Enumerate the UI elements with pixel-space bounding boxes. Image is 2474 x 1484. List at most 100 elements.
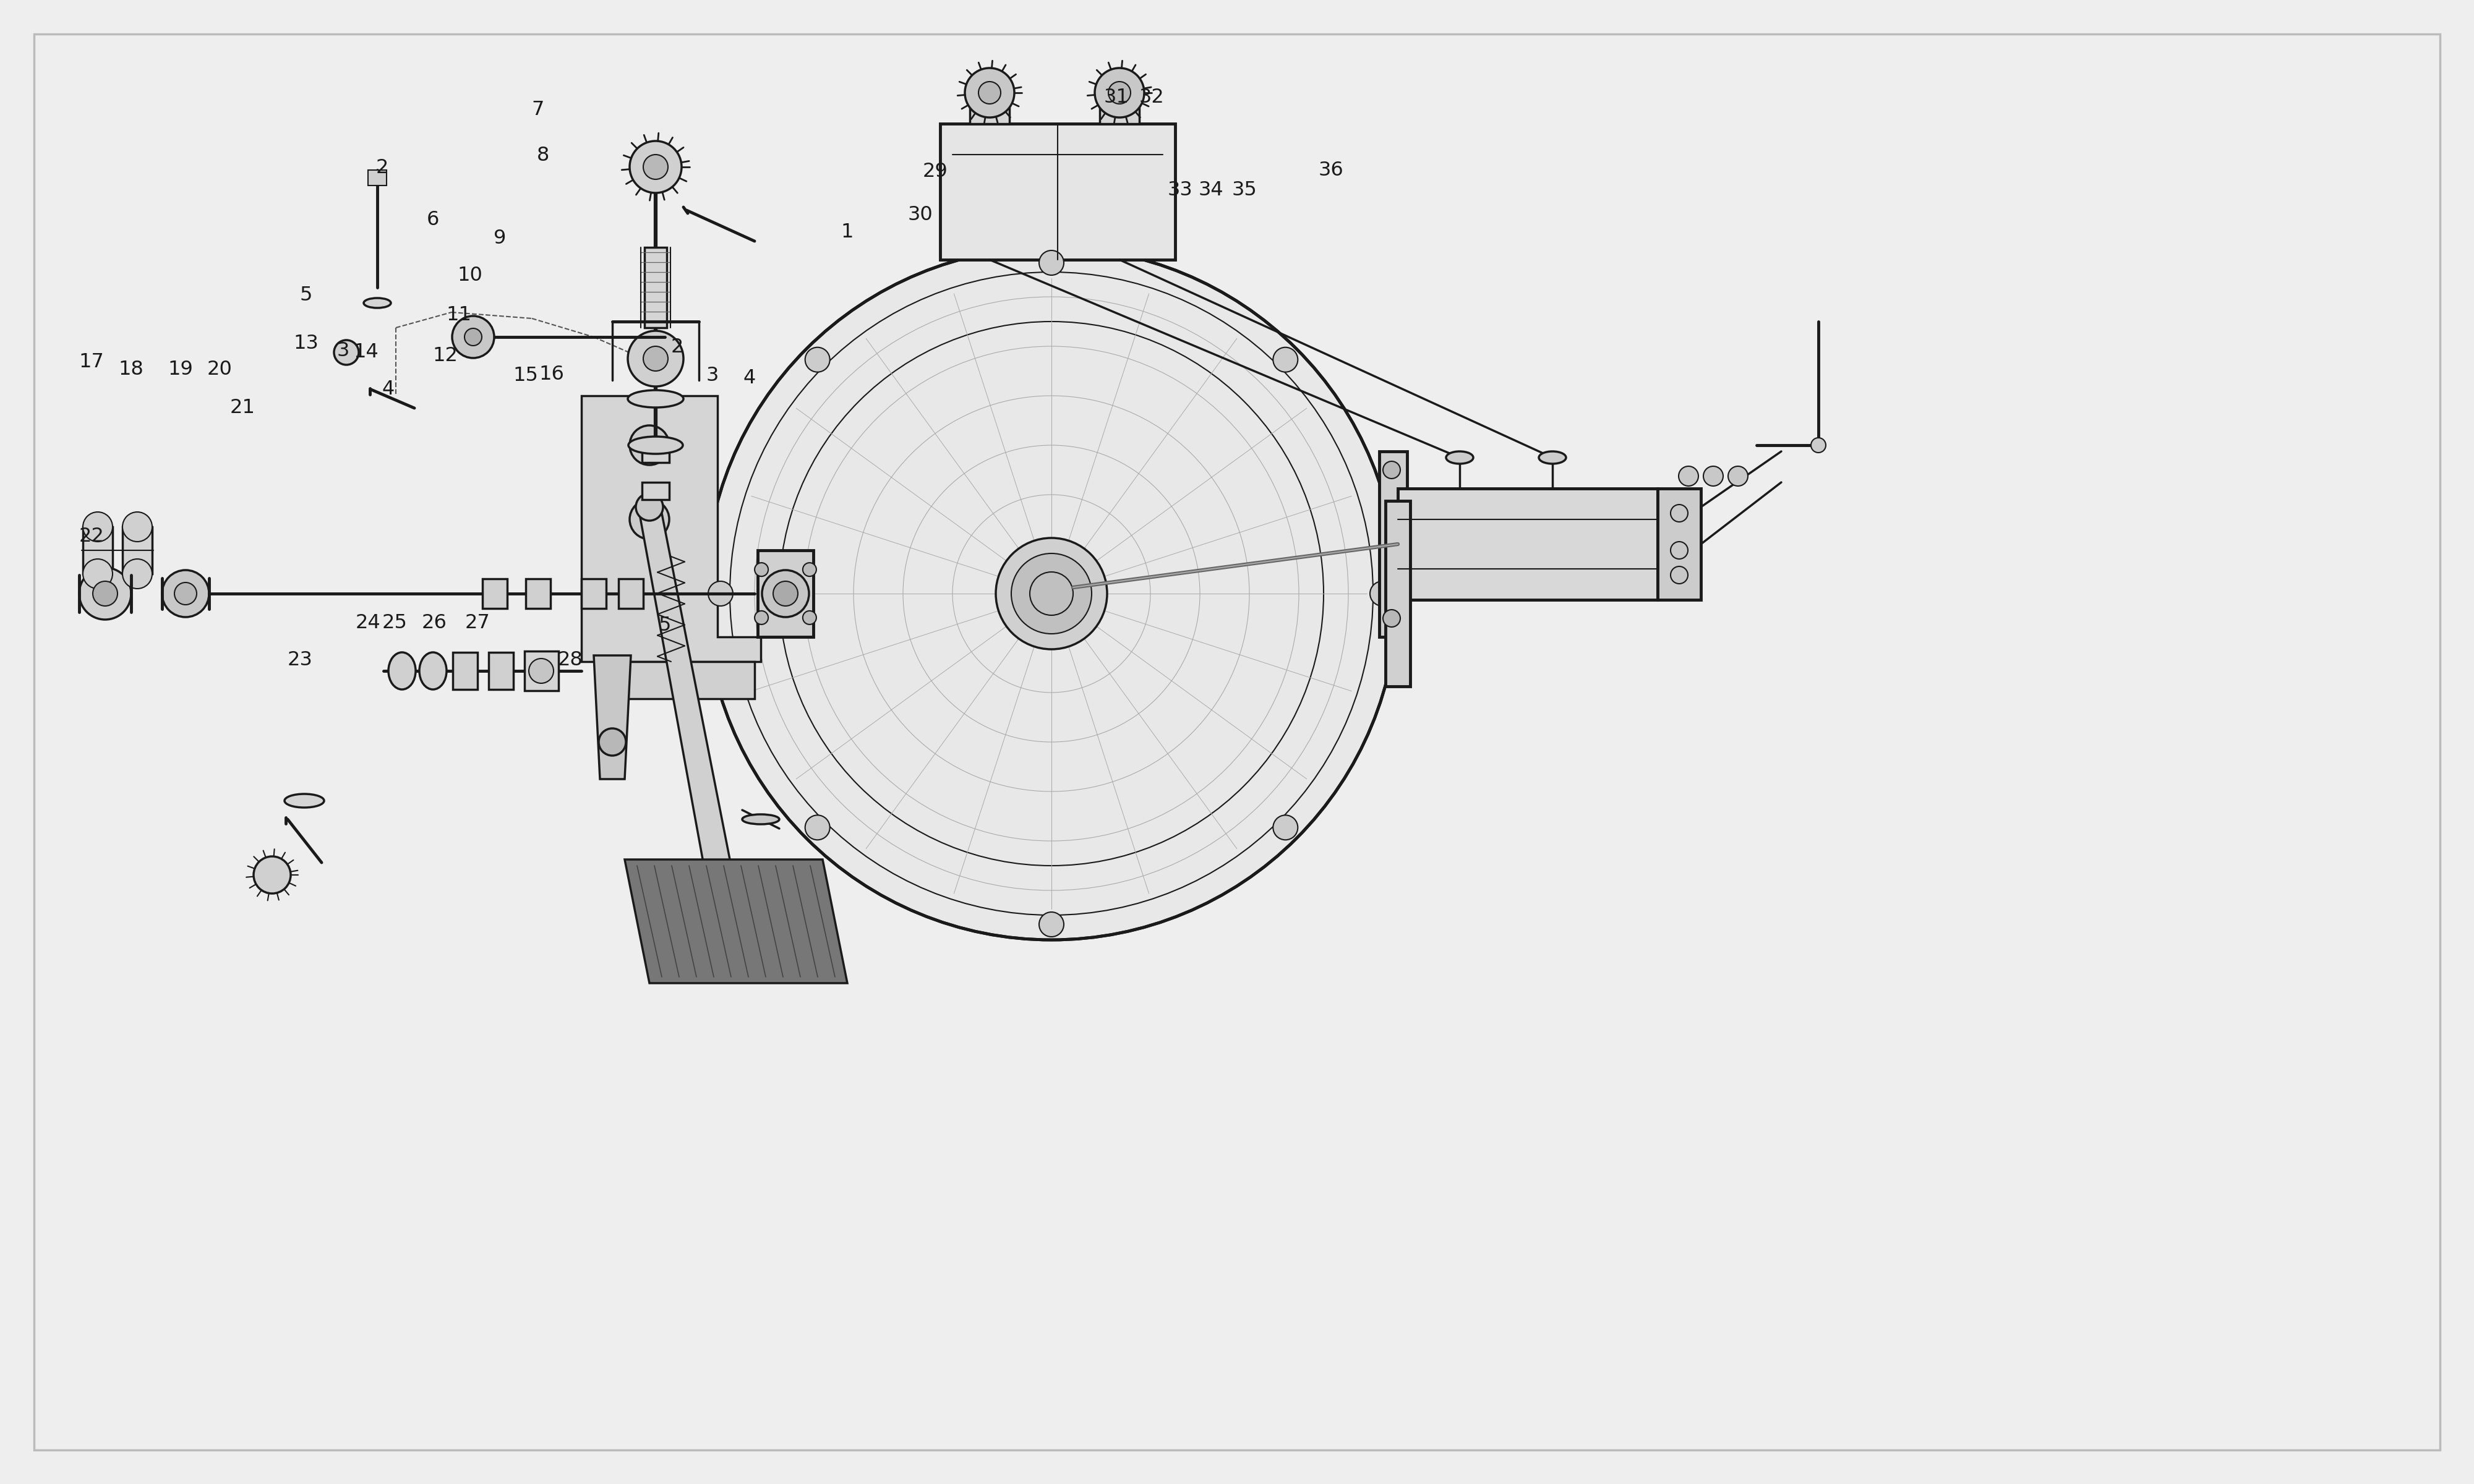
Text: 32: 32 — [1138, 88, 1165, 107]
Circle shape — [124, 559, 153, 589]
Circle shape — [1039, 913, 1064, 936]
Circle shape — [334, 340, 359, 365]
Circle shape — [643, 346, 668, 371]
Circle shape — [762, 570, 809, 617]
Circle shape — [1670, 542, 1687, 559]
Bar — [524, 579, 549, 608]
Circle shape — [995, 537, 1108, 650]
Circle shape — [1811, 438, 1826, 453]
Text: 35: 35 — [1232, 181, 1257, 200]
Circle shape — [453, 316, 495, 358]
Text: 3: 3 — [336, 341, 349, 361]
Text: 26: 26 — [421, 614, 448, 632]
Circle shape — [1670, 567, 1687, 583]
Bar — [643, 482, 668, 500]
Text: 18: 18 — [119, 361, 143, 380]
Circle shape — [124, 512, 153, 542]
Circle shape — [1727, 466, 1747, 485]
Text: 1: 1 — [841, 223, 854, 242]
Circle shape — [628, 426, 668, 464]
Circle shape — [705, 248, 1398, 939]
Text: 16: 16 — [539, 365, 564, 384]
Circle shape — [1702, 466, 1722, 485]
Circle shape — [804, 815, 829, 840]
Bar — [970, 102, 1009, 123]
Text: 5: 5 — [299, 286, 312, 306]
Text: 21: 21 — [230, 399, 255, 417]
Bar — [369, 171, 386, 186]
Text: 36: 36 — [1319, 160, 1343, 180]
Bar — [482, 579, 507, 608]
Polygon shape — [623, 859, 846, 982]
Circle shape — [802, 611, 816, 625]
Circle shape — [1383, 610, 1400, 626]
Bar — [124, 527, 153, 574]
Circle shape — [1670, 505, 1687, 522]
Circle shape — [802, 562, 816, 576]
Text: 2: 2 — [670, 338, 683, 358]
Text: 20: 20 — [208, 361, 233, 380]
Text: 12: 12 — [433, 346, 458, 365]
Circle shape — [965, 68, 1014, 117]
Text: 33: 33 — [1168, 181, 1192, 200]
Polygon shape — [594, 656, 631, 779]
Bar — [643, 248, 668, 328]
Text: 17: 17 — [79, 352, 104, 371]
Polygon shape — [581, 396, 762, 662]
Ellipse shape — [285, 794, 324, 807]
Bar — [453, 653, 477, 690]
Bar — [940, 123, 1175, 260]
Circle shape — [1383, 462, 1400, 478]
Bar — [618, 579, 643, 608]
Text: 22: 22 — [79, 527, 104, 546]
Text: 23: 23 — [287, 651, 312, 669]
Circle shape — [804, 347, 829, 372]
Text: 14: 14 — [354, 343, 379, 362]
Text: 8: 8 — [537, 147, 549, 165]
Circle shape — [1012, 554, 1091, 634]
Polygon shape — [599, 662, 755, 699]
Circle shape — [465, 328, 482, 346]
Text: 7: 7 — [532, 101, 544, 120]
Bar — [1398, 488, 1658, 600]
Text: 15: 15 — [512, 367, 539, 386]
Circle shape — [79, 567, 131, 620]
Text: 5: 5 — [658, 616, 670, 635]
Circle shape — [599, 729, 626, 755]
Circle shape — [628, 331, 683, 386]
Circle shape — [94, 582, 119, 605]
Text: 3: 3 — [705, 367, 720, 386]
Text: 31: 31 — [1103, 88, 1128, 107]
Bar — [1658, 488, 1702, 600]
Circle shape — [708, 582, 732, 605]
Circle shape — [1108, 82, 1131, 104]
Circle shape — [980, 82, 999, 104]
Circle shape — [628, 141, 683, 193]
Circle shape — [173, 582, 198, 605]
Bar — [643, 445, 668, 463]
Circle shape — [84, 559, 114, 589]
Circle shape — [628, 500, 668, 539]
Text: 4: 4 — [381, 380, 396, 399]
Text: 11: 11 — [445, 306, 473, 325]
Circle shape — [84, 512, 114, 542]
Text: 2: 2 — [376, 159, 388, 178]
Bar — [1385, 500, 1410, 686]
Bar — [490, 653, 515, 690]
Circle shape — [1039, 251, 1064, 275]
Ellipse shape — [388, 653, 416, 690]
Text: 4: 4 — [742, 370, 757, 387]
Bar — [84, 527, 114, 574]
Text: 25: 25 — [381, 614, 408, 632]
Circle shape — [1274, 815, 1299, 840]
Circle shape — [755, 611, 769, 625]
Ellipse shape — [421, 653, 445, 690]
Circle shape — [163, 570, 208, 617]
Circle shape — [1274, 347, 1299, 372]
Circle shape — [1677, 466, 1697, 485]
Text: 29: 29 — [923, 162, 948, 181]
Text: 6: 6 — [426, 209, 440, 229]
Bar — [757, 551, 814, 637]
Text: 27: 27 — [465, 614, 490, 632]
Text: 30: 30 — [908, 206, 933, 224]
